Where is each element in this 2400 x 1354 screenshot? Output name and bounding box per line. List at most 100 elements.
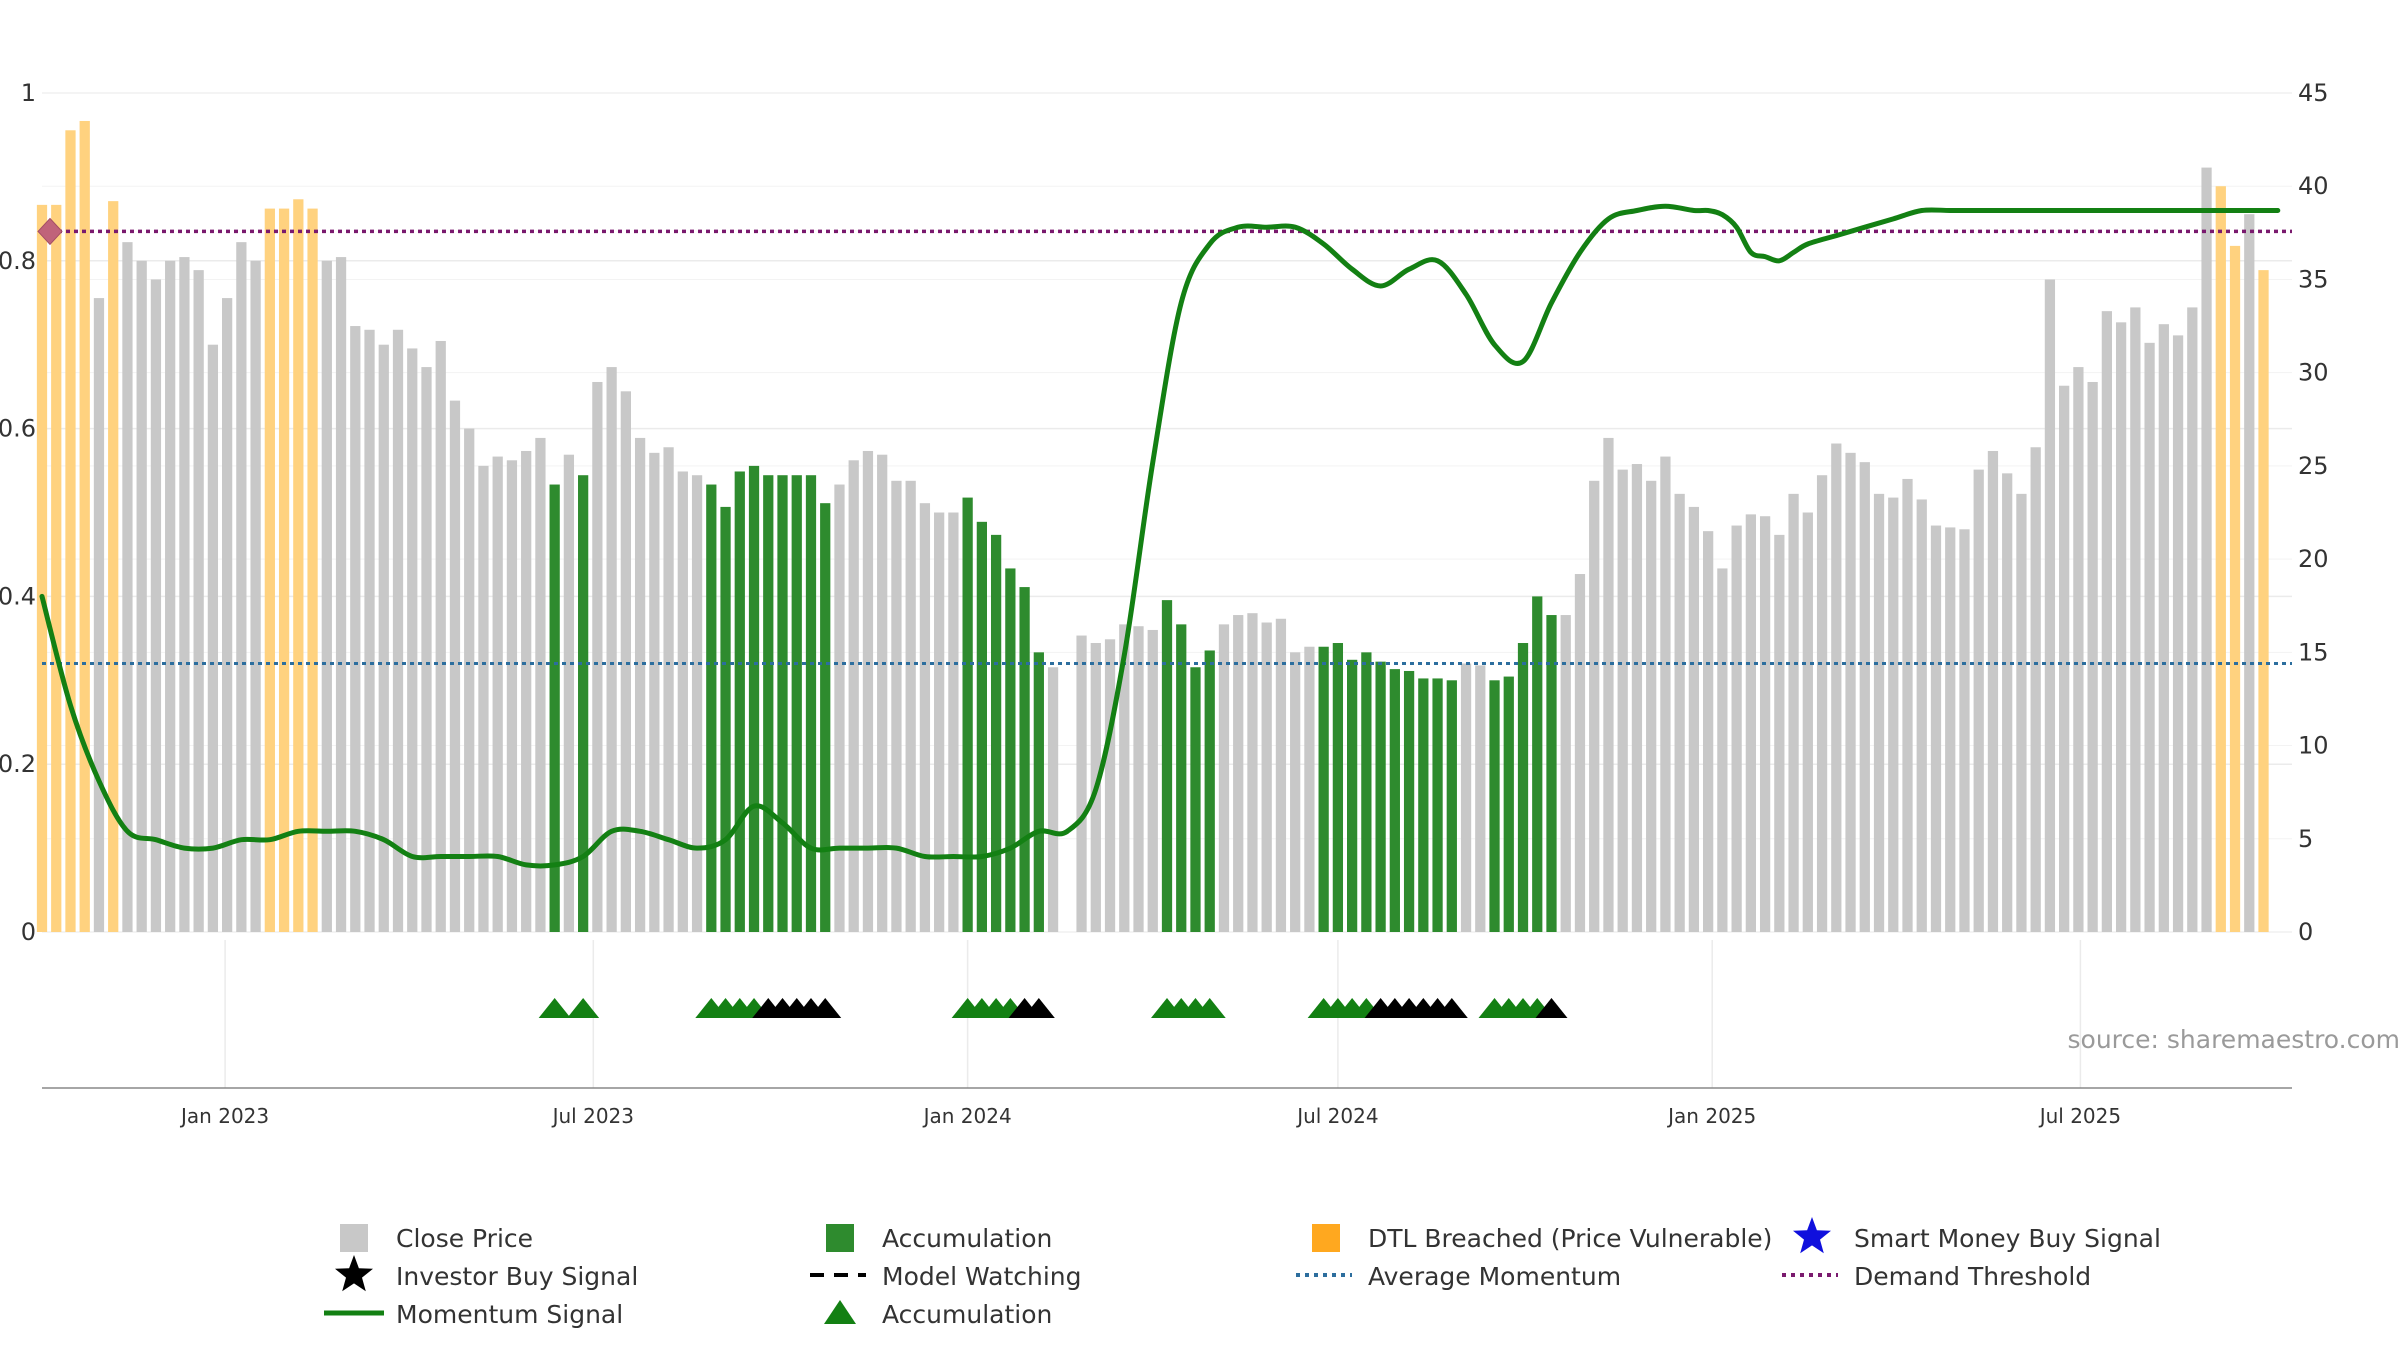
legend-demand-threshold-label: Demand Threshold — [1854, 1262, 2091, 1291]
markers-layer — [539, 998, 1568, 1018]
y-right-tick-label: 45 — [2298, 79, 2329, 107]
close-price-bar — [137, 261, 147, 932]
close-price-bar — [236, 242, 246, 932]
close-price-bar — [1874, 494, 1884, 932]
close-price-bar — [948, 513, 958, 933]
close-price-bar — [407, 348, 417, 932]
close-price-bar — [1048, 667, 1058, 932]
close-price-bar — [1803, 513, 1813, 933]
close-price-bar — [749, 466, 759, 932]
close-price-bar — [606, 367, 616, 932]
close-price-bar — [578, 475, 588, 932]
bars-layer — [37, 121, 2269, 932]
close-price-bar — [635, 438, 645, 932]
close-price-bar — [920, 503, 930, 932]
close-price-bar — [1375, 662, 1385, 932]
close-price-bar — [450, 401, 460, 932]
smart-money-star-icon — [1793, 1217, 1831, 1253]
close-price-bar — [735, 471, 745, 932]
close-price-bar — [1888, 498, 1898, 932]
close-price-bar — [2159, 324, 2169, 932]
close-price-bar — [663, 447, 673, 932]
y-left-tick-label: 0.2 — [0, 750, 36, 778]
x-tick-label: Jul 2023 — [551, 1104, 634, 1128]
legend-close-price-label: Close Price — [396, 1224, 533, 1253]
close-price-bar — [350, 326, 360, 932]
close-price-bar — [1461, 664, 1471, 932]
close-price-bar — [521, 451, 531, 932]
close-price-bar — [1618, 470, 1628, 932]
close-price-bar — [2002, 473, 2012, 932]
close-price-bar — [1746, 514, 1756, 932]
close-price-bar — [849, 460, 859, 932]
close-price-bar — [1076, 636, 1086, 932]
close-price-bar — [194, 270, 204, 932]
close-price-bar — [2016, 494, 2026, 932]
close-price-bar — [2144, 343, 2154, 932]
close-price-bar — [1959, 529, 1969, 932]
close-price-bar — [1603, 438, 1613, 932]
close-price-bar — [165, 261, 175, 932]
legend-momentum-signal-label: Momentum Signal — [396, 1300, 623, 1329]
close-price-bar — [1945, 527, 1955, 932]
close-price-bar — [279, 209, 289, 932]
close-price-bar — [1489, 680, 1499, 932]
close-price-bar — [792, 475, 802, 932]
legend-smart-money-star-icon — [1793, 1217, 1831, 1253]
close-price-bar — [1404, 671, 1414, 932]
close-price-bar — [1361, 652, 1371, 932]
accumulation-marker — [539, 998, 571, 1018]
y-left-tick-label: 1 — [21, 79, 36, 107]
legend-accumulation-marker-label: Accumulation — [882, 1300, 1052, 1329]
close-price-bar — [2073, 367, 2083, 932]
close-price-bar — [1290, 652, 1300, 932]
investor-star-icon — [335, 1255, 373, 1291]
legend-close-price-swatch — [340, 1224, 368, 1252]
close-price-bar — [963, 498, 973, 932]
close-price-bar — [1418, 678, 1428, 932]
close-price-bar — [977, 522, 987, 932]
close-price-bar — [80, 121, 90, 932]
y-right-tick-label: 35 — [2298, 265, 2329, 293]
close-price-bar — [1319, 647, 1329, 932]
close-price-bar — [393, 330, 403, 932]
close-price-bar — [906, 481, 916, 932]
close-price-bar — [1675, 494, 1685, 932]
close-price-bar — [891, 481, 901, 932]
close-price-bar — [2116, 322, 2126, 932]
close-price-bar — [1660, 457, 1670, 932]
close-price-bar — [777, 475, 787, 932]
y-right-tick-label: 25 — [2298, 452, 2329, 480]
close-price-bar — [1333, 643, 1343, 932]
close-price-bar — [1504, 677, 1514, 932]
x-tick-label: Jan 2025 — [1666, 1104, 1756, 1128]
close-price-bar — [2230, 246, 2240, 932]
legend-dtl-breached-swatch — [1312, 1224, 1340, 1252]
close-price-bar — [1347, 660, 1357, 932]
close-price-bar — [820, 503, 830, 932]
close-price-bar — [1205, 650, 1215, 932]
close-price-bar — [1390, 669, 1400, 932]
close-price-bar — [1774, 535, 1784, 932]
y-right-tick-label: 10 — [2298, 732, 2329, 760]
close-price-bar — [1575, 574, 1585, 932]
y-right-tick-label: 5 — [2298, 825, 2313, 853]
y-right-tick-label: 15 — [2298, 638, 2329, 666]
close-price-bar — [678, 471, 688, 932]
close-price-bar — [1917, 499, 1927, 932]
close-price-bar — [863, 451, 873, 932]
close-price-bar — [179, 257, 189, 932]
accumulation-marker — [567, 998, 599, 1018]
legend: Close Price Accumulation DTL Breached (P… — [324, 1217, 2161, 1329]
close-price-bar — [1518, 643, 1528, 932]
close-price-bar — [763, 475, 773, 932]
y-left-tick-label: 0.8 — [0, 247, 36, 275]
close-price-bar — [2258, 270, 2268, 932]
close-price-bar — [250, 261, 260, 932]
close-price-bar — [1475, 665, 1485, 932]
legend-accumulation-bar-swatch — [826, 1224, 854, 1252]
close-price-bar — [2045, 279, 2055, 932]
close-price-bar — [1219, 624, 1229, 932]
close-price-bar — [1703, 531, 1713, 932]
